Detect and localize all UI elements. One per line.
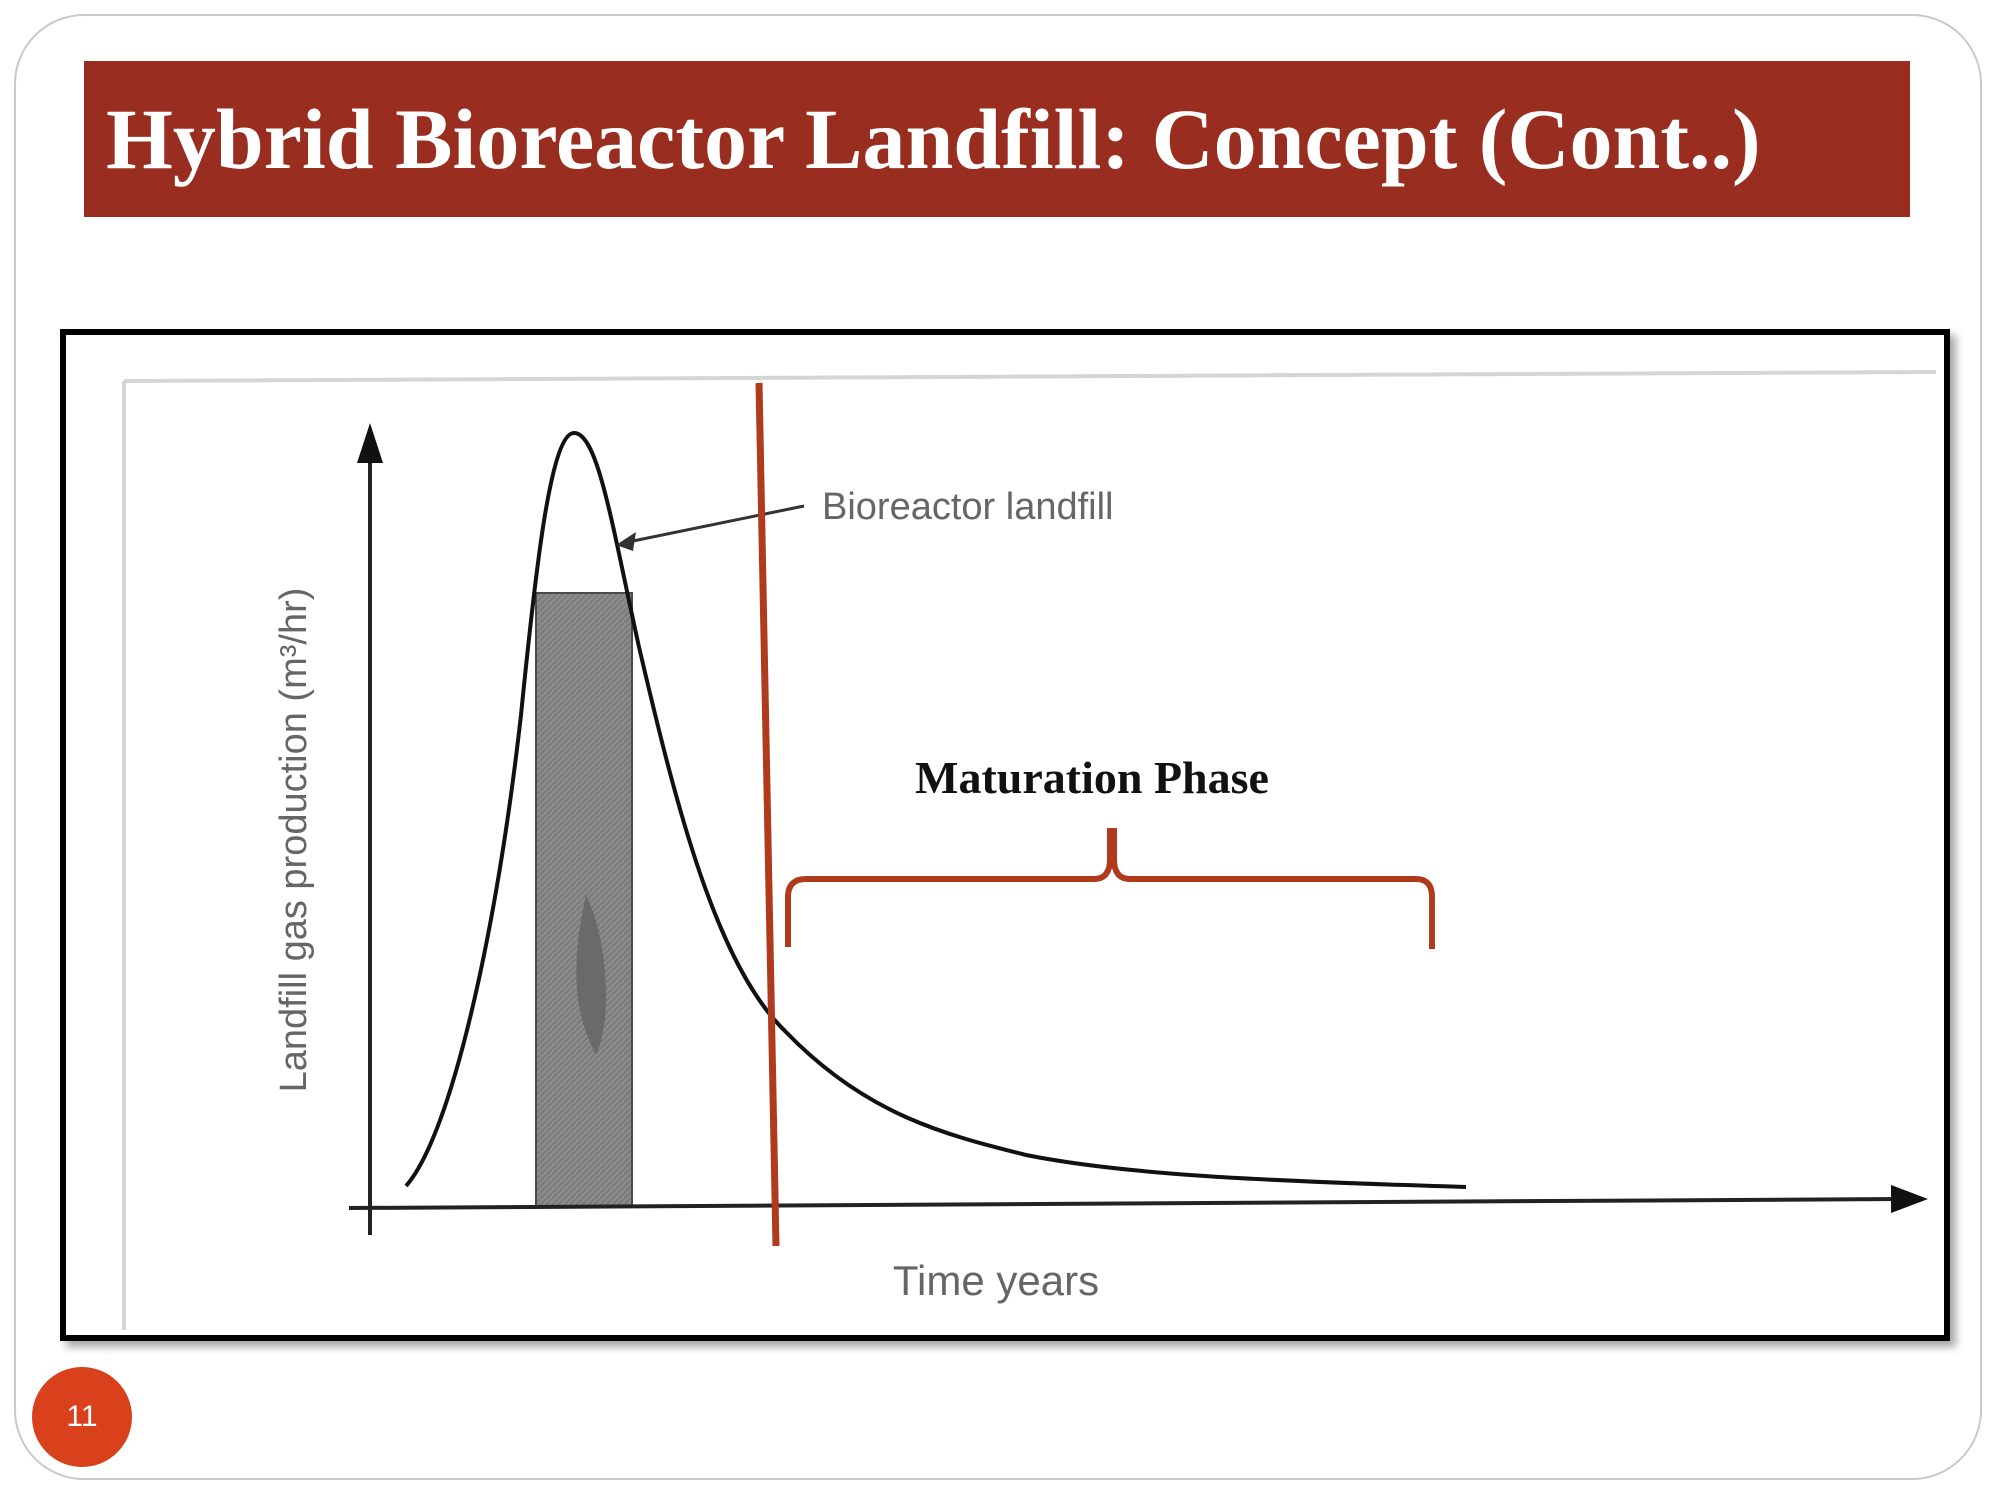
slide-number-badge: 11 [32, 1367, 132, 1467]
curve-annotation: Bioreactor landfill [822, 486, 1113, 528]
peak-production-band [535, 592, 633, 1208]
annotation-leader-line [627, 504, 805, 544]
figure-box: Bioreactor landfill Landfill gas product… [60, 329, 1950, 1341]
y-axis-arrow-icon [357, 423, 383, 463]
annotation-arrow-icon [616, 532, 636, 551]
x-axis-line [348, 1197, 1902, 1210]
slide-title: Hybrid Bioreactor Landfill: Concept (Con… [106, 91, 1761, 187]
title-bar: Hybrid Bioreactor Landfill: Concept (Con… [84, 61, 1910, 217]
phase-label: Maturation Phase [915, 752, 1269, 803]
gas-production-curve [404, 430, 1467, 1189]
y-axis-label: Landfill gas production (m³/hr) [273, 588, 315, 1093]
x-axis-arrow-icon [1891, 1185, 1928, 1213]
scan-border-top [123, 370, 1937, 383]
x-axis-label: Time years [893, 1257, 1099, 1304]
maturation-phase-brace [785, 828, 1435, 949]
gas-production-diagram: Bioreactor landfill Landfill gas product… [122, 370, 1937, 1330]
scan-smudge [576, 895, 607, 1055]
phase-divider-line [755, 382, 780, 1247]
